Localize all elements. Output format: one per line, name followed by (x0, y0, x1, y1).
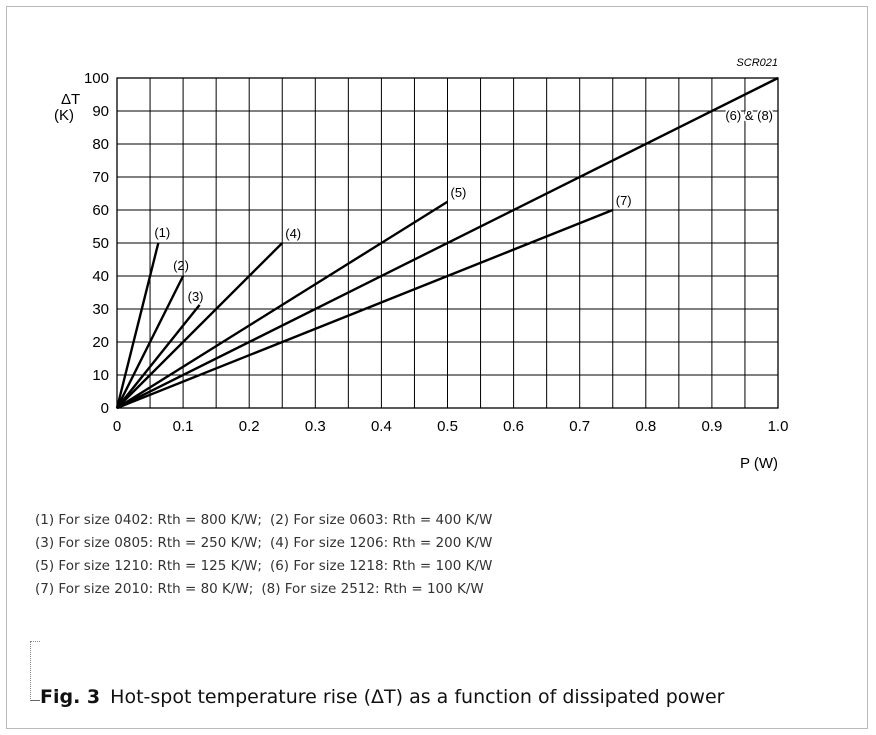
x-tick-label: 0.5 (437, 418, 458, 435)
series-label: (4) (285, 226, 301, 241)
y-tick-label: 100 (84, 70, 109, 87)
y-axis-label-unit: (K) (54, 107, 74, 124)
x-tick-label: 0 (113, 418, 121, 435)
figure-frame (6, 6, 868, 729)
y-tick-label: 50 (92, 235, 109, 252)
y-tick-label: 80 (92, 136, 109, 153)
legend-entry: (7) For size 2010: Rth = 80 K/W; (35, 581, 254, 597)
legend-entry: (8) For size 2512: Rth = 100 K/W (261, 581, 484, 597)
series-label: (2) (173, 258, 189, 273)
y-axis-label-symbol: ΔT (61, 91, 80, 108)
series-label: (6) & (8) (725, 108, 773, 123)
legend-entry: (6) For size 1218: Rth = 100 K/W (269, 558, 493, 574)
series-line (116, 242, 284, 409)
x-tick-label: 0.8 (635, 418, 656, 435)
legend-entry: (3) For size 0805: Rth = 250 K/W; (35, 535, 262, 551)
series-line (116, 200, 449, 410)
legend-row: (1) For size 0402: Rth = 800 K/W; (2) For… (35, 509, 492, 532)
series-label: (1) (154, 225, 170, 240)
chart: 0 0.1 0.2 0.3 0.4 0.5 0.6 0.7 0.8 0.9 1.0 0 10 20 30 40… (54, 57, 789, 472)
y-tick-label: 90 (92, 103, 109, 120)
series-line (116, 76, 779, 410)
x-tick-label: 0.9 (701, 418, 722, 435)
legend-entry: (1) For size 0402: Rth = 800 K/W; (35, 512, 262, 528)
legend-entry: (5) For size 1210: Rth = 125 K/W; (35, 558, 262, 574)
y-tick-label: 0 (101, 400, 109, 417)
legend: (1) For size 0402: Rth = 800 K/W; (2) For… (35, 509, 492, 601)
y-tick-label: 10 (92, 367, 109, 384)
figure-caption: Fig. 3 Hot-spot temperature rise (ΔT) as … (40, 686, 724, 708)
legend-row: (7) For size 2010: Rth = 80 K/W; (8) For … (35, 578, 492, 601)
x-tick-label: 0.7 (569, 418, 590, 435)
series-line (115, 242, 160, 409)
series-label: (3) (188, 289, 204, 304)
legend-row: (5) For size 1210: Rth = 125 K/W; (6) For… (35, 555, 492, 578)
figure-number: Fig. 3 (40, 686, 101, 708)
x-tick-label: 1.0 (768, 418, 789, 435)
series-line (116, 304, 201, 409)
y-tick-label: 60 (92, 202, 109, 219)
series-label: (7) (616, 193, 632, 208)
x-tick-label: 0.1 (173, 418, 194, 435)
caption-bracket (30, 641, 40, 701)
legend-entry: (4) For size 1206: Rth = 200 K/W (269, 535, 493, 551)
series-label: (5) (451, 185, 467, 200)
series-line (115, 275, 185, 409)
x-tick-label: 0.6 (503, 418, 524, 435)
legend-entry: (2) For size 0603: Rth = 400 K/W (269, 512, 493, 528)
x-tick-label: 0.2 (239, 418, 260, 435)
plot-frame (116, 77, 779, 409)
series-line (116, 208, 614, 410)
caption-text: Hot-spot temperature rise (ΔT) as a func… (110, 686, 725, 708)
x-tick-label: 0.4 (371, 418, 392, 435)
x-axis-label: P (W) (740, 455, 778, 472)
legend-row: (3) For size 0805: Rth = 250 K/W; (4) For… (35, 532, 492, 555)
y-tick-label: 70 (92, 169, 109, 186)
y-tick-label: 40 (92, 268, 109, 285)
y-tick-label: 20 (92, 334, 109, 351)
y-tick-label: 30 (92, 301, 109, 318)
figure-code: SCR021 (736, 57, 778, 69)
x-tick-label: 0.3 (305, 418, 326, 435)
